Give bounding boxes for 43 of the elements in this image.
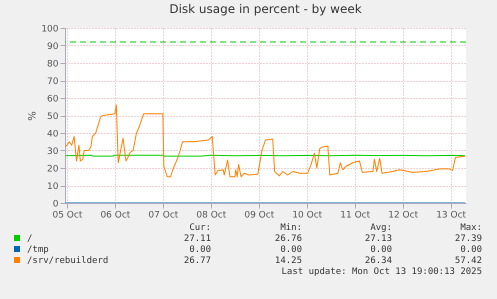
text: 14.25: [274, 256, 302, 266]
text: 27.11: [184, 234, 211, 244]
y-tick-label: 70: [47, 77, 59, 87]
x-tick-label: 08 Oct: [196, 210, 227, 220]
text: 0.00: [280, 245, 302, 255]
x-tick-label: 13 Oct: [436, 210, 467, 220]
y-tick-label: 50: [47, 112, 59, 122]
text: Avg:: [370, 223, 392, 233]
y-tick-label: 40: [47, 130, 59, 140]
text: 0.00: [189, 245, 211, 255]
text: Max:: [460, 223, 482, 233]
text: 26.34: [364, 256, 392, 266]
x-tick-label: 07 Oct: [148, 210, 179, 220]
text: 26.76: [274, 234, 302, 244]
text: Last update: Mon Oct 13 19:00:13 2025: [282, 267, 482, 277]
text: 0.00: [370, 245, 392, 255]
y-tick-label: 30: [47, 147, 59, 157]
x-tick-label: 09 Oct: [244, 210, 275, 220]
text: 27.39: [454, 234, 482, 244]
x-tick-label: 11 Oct: [340, 210, 371, 220]
text: 26.77: [184, 256, 211, 266]
chart-title: Disk usage in percent - by week: [169, 2, 362, 16]
x-tick-label: 05 Oct: [52, 210, 83, 220]
text: 27.13: [364, 234, 392, 244]
y-tick-label: 20: [47, 164, 59, 174]
y-tick-label: 0: [52, 200, 59, 210]
y-axis-title: %: [27, 111, 38, 121]
x-tick-label: 12 Oct: [388, 210, 419, 220]
legend-label: /: [27, 234, 32, 244]
text: 57.42: [454, 256, 482, 266]
line-series: [65, 104, 466, 178]
text: Cur:: [189, 223, 211, 233]
y-tick-label: 10: [47, 182, 59, 192]
text: 0.00: [460, 245, 482, 255]
y-tick-label: 100: [41, 24, 59, 34]
x-tick-label: 10 Oct: [292, 210, 323, 220]
y-tick-label: 80: [47, 60, 59, 70]
text: Min:: [280, 223, 302, 233]
legend-label: /tmp: [27, 245, 49, 255]
y-tick-label: 60: [47, 94, 59, 104]
y-tick-label: 90: [47, 42, 59, 52]
legend-label: /srv/rebuilderd: [27, 256, 108, 266]
x-tick-label: 06 Oct: [100, 210, 131, 220]
